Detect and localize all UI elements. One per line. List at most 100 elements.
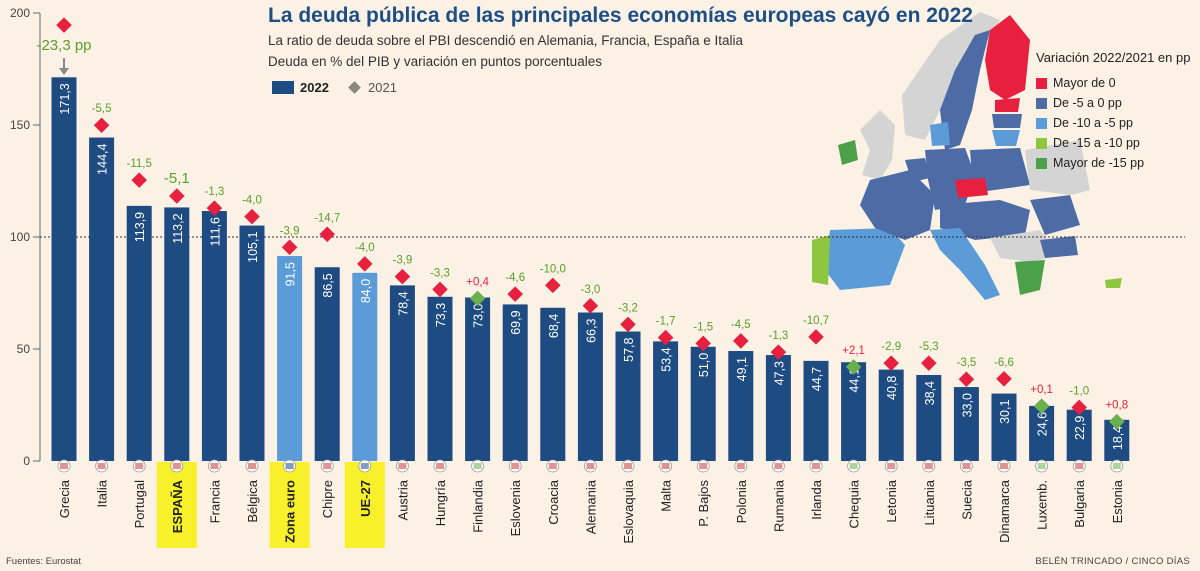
bar-value-label: 22,9 xyxy=(1073,416,1087,440)
flag-color xyxy=(323,463,332,469)
map-latvia xyxy=(992,114,1022,128)
flag-color xyxy=(962,463,971,469)
change-label: -4,5 xyxy=(731,319,751,331)
highlight-box xyxy=(156,462,197,548)
category-label: Croacia xyxy=(546,479,561,525)
change-label: -3,2 xyxy=(618,302,638,314)
marker-2021 xyxy=(996,371,1012,387)
highlight-box xyxy=(344,462,385,548)
bar xyxy=(577,312,603,461)
category-label: Malta xyxy=(659,479,674,512)
europe-map xyxy=(812,12,1122,300)
map-spain xyxy=(825,228,905,290)
category-label: Bélgica xyxy=(245,479,260,522)
map-legend-label: De -5 a 0 pp xyxy=(1053,96,1122,110)
category-label: Francia xyxy=(207,479,222,523)
bar-value-label: 86,5 xyxy=(321,273,335,297)
marker-2021 xyxy=(244,208,260,225)
change-label: -10,0 xyxy=(540,263,566,275)
flag-color xyxy=(285,463,294,469)
flag-color xyxy=(924,463,933,469)
flag-color xyxy=(97,463,106,469)
flag-color xyxy=(135,463,144,469)
bars-2022: 171,3 144,4 113,9 113,2 111,6 105,1 91,5 86,5 84… xyxy=(51,77,1130,462)
bar xyxy=(164,207,190,461)
category-label: Eslovaquia xyxy=(621,479,636,543)
category-label: Chipre xyxy=(320,480,335,518)
marker-2021 xyxy=(131,172,147,188)
bar-value-label: 38,4 xyxy=(923,381,937,405)
bar xyxy=(653,341,679,461)
map-lithuania xyxy=(992,130,1020,146)
bar-value-label: 44,7 xyxy=(810,367,824,391)
bar xyxy=(540,307,566,461)
map-legend-swatch xyxy=(1036,157,1047,169)
bar xyxy=(1029,405,1055,461)
category-label: ESPAÑA xyxy=(170,479,185,533)
marker-2021 xyxy=(507,286,523,302)
bar-value-label: 24,6 xyxy=(1036,412,1050,436)
category-label: Bulgaria xyxy=(1072,479,1087,527)
bar xyxy=(765,355,791,461)
marker-2021 xyxy=(394,268,411,285)
change-label: -3,3 xyxy=(430,267,450,279)
bar-value-label: 113,9 xyxy=(133,212,147,242)
marker-2021 xyxy=(883,355,899,371)
bar-value-label: 68,4 xyxy=(547,314,561,338)
category-label: Zona euro xyxy=(283,480,298,543)
legend-2022-label: 2022 xyxy=(300,80,329,95)
map-finland xyxy=(985,15,1030,100)
flag-color xyxy=(473,463,482,469)
map-legend-item: De -15 a -10 pp xyxy=(1036,133,1190,153)
map-legend-item: De -5 a 0 pp xyxy=(1036,93,1190,113)
chart-subtitle-2: Deuda en % del PIB y variación en puntos… xyxy=(268,54,602,69)
category-label: Lituania xyxy=(922,479,937,525)
change-label: -11,5 xyxy=(127,158,152,170)
bar-value-label: 40,8 xyxy=(885,376,899,400)
change-label: -5,1 xyxy=(164,170,190,187)
legend-2021-diamond xyxy=(348,81,361,94)
category-label: Letonia xyxy=(884,479,899,522)
bar xyxy=(277,256,303,461)
y-tick-label: 50 xyxy=(17,342,31,356)
map-cyprus xyxy=(1105,278,1122,288)
bar-value-label: 49,1 xyxy=(735,357,749,381)
map-romania xyxy=(1030,195,1080,235)
change-label: -2,9 xyxy=(881,341,901,353)
category-label: Alemania xyxy=(583,479,598,534)
flag-color xyxy=(60,463,68,469)
change-label: +0,8 xyxy=(1105,400,1128,412)
legend-2022: 2022 xyxy=(272,80,329,95)
flag-color xyxy=(511,463,520,469)
flag-color xyxy=(436,463,444,469)
flag-color xyxy=(172,463,181,469)
marker-2021 xyxy=(921,355,937,371)
map-legend-swatch xyxy=(1036,137,1047,149)
arrow-head xyxy=(59,68,69,75)
category-label: Irlanda xyxy=(809,479,824,520)
bar-value-label: 171,3 xyxy=(58,83,72,114)
credit-note: BELÉN TRINCADO / CINCO DÍAS xyxy=(1035,556,1190,567)
marker-2021 xyxy=(582,297,599,314)
category-label: Polonia xyxy=(734,479,749,523)
bar xyxy=(427,296,453,461)
category-label: Estonia xyxy=(1110,479,1125,523)
map-legend-swatch xyxy=(1036,97,1047,109)
bar xyxy=(89,137,115,461)
flag-color xyxy=(661,463,670,469)
change-label: +0,4 xyxy=(466,276,489,288)
bar xyxy=(991,393,1017,461)
marker-2021 xyxy=(958,371,975,388)
y-tick-label: 200 xyxy=(10,6,30,20)
y-tick-label: 0 xyxy=(23,454,30,468)
change-label: +0,1 xyxy=(1030,384,1053,396)
map-central xyxy=(940,200,1030,240)
chart-subtitle: La ratio de deuda sobre el PBI descendió… xyxy=(268,33,744,48)
bar-value-label: 33,0 xyxy=(960,393,974,417)
map-france xyxy=(860,170,935,240)
category-label: Grecia xyxy=(57,479,72,518)
bar-value-label: 30,1 xyxy=(998,400,1012,424)
marker-2021 xyxy=(93,117,110,134)
category-label: Portugal xyxy=(132,480,147,529)
map-legend: Variación 2022/2021 en pp Mayor de 0 De … xyxy=(1036,50,1190,173)
